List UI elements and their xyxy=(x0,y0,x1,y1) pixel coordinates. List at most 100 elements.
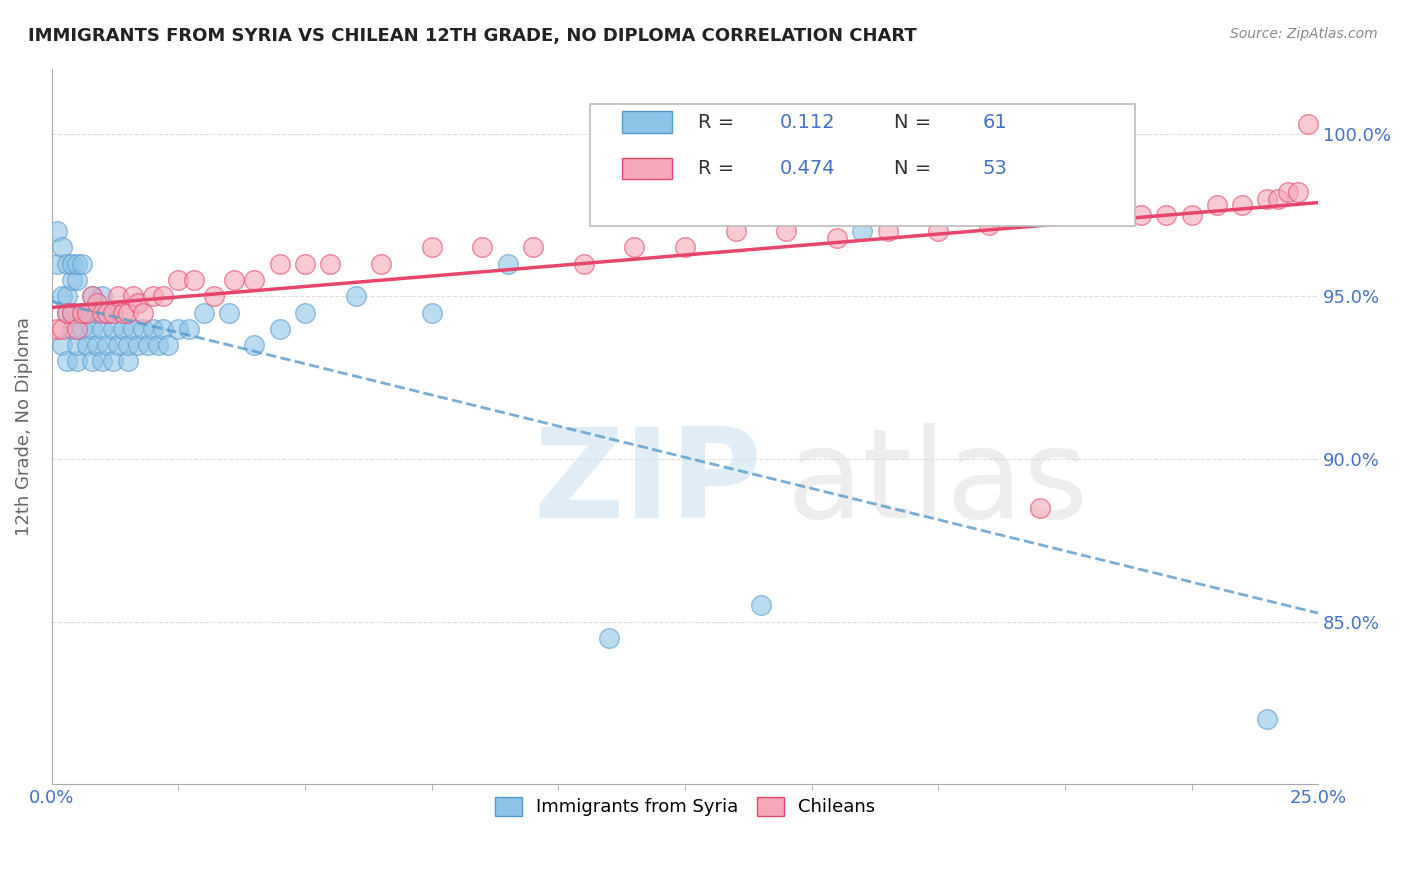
Point xyxy=(572,257,595,271)
Point xyxy=(825,231,848,245)
Bar xyxy=(621,158,672,179)
Point xyxy=(1230,198,1253,212)
Point xyxy=(56,354,79,368)
Text: 0.474: 0.474 xyxy=(780,160,835,178)
Point xyxy=(66,257,89,271)
Text: 0.112: 0.112 xyxy=(780,112,835,132)
Point xyxy=(1205,198,1227,212)
Point xyxy=(420,305,443,319)
Point xyxy=(132,305,155,319)
Point xyxy=(101,322,124,336)
Point xyxy=(243,338,266,352)
Text: 53: 53 xyxy=(983,160,1008,178)
Point xyxy=(243,273,266,287)
Point xyxy=(60,305,83,319)
Text: IMMIGRANTS FROM SYRIA VS CHILEAN 12TH GRADE, NO DIPLOMA CORRELATION CHART: IMMIGRANTS FROM SYRIA VS CHILEAN 12TH GR… xyxy=(28,27,917,45)
Point xyxy=(522,240,544,254)
Point xyxy=(82,322,104,336)
Point xyxy=(107,289,129,303)
Point xyxy=(56,305,79,319)
Point xyxy=(927,224,949,238)
Point xyxy=(56,305,79,319)
Point xyxy=(96,305,118,319)
Point xyxy=(136,338,159,352)
Point xyxy=(851,224,873,238)
Point xyxy=(117,354,139,368)
Point xyxy=(1256,192,1278,206)
Point xyxy=(51,338,73,352)
Point xyxy=(471,240,494,254)
Point xyxy=(146,338,169,352)
Point xyxy=(420,240,443,254)
Point xyxy=(70,322,93,336)
Point xyxy=(96,338,118,352)
Point xyxy=(45,224,67,238)
Point xyxy=(111,305,134,319)
Point xyxy=(45,322,67,336)
Point xyxy=(86,295,108,310)
Point xyxy=(167,273,190,287)
Point xyxy=(66,305,89,319)
Point xyxy=(157,338,180,352)
Point xyxy=(127,338,149,352)
Point xyxy=(749,599,772,613)
Point xyxy=(70,305,93,319)
Point xyxy=(121,289,143,303)
Point xyxy=(111,322,134,336)
Point xyxy=(117,338,139,352)
Point xyxy=(152,289,174,303)
Point xyxy=(70,257,93,271)
Text: R =: R = xyxy=(697,160,740,178)
Point xyxy=(152,322,174,336)
Point xyxy=(91,354,114,368)
Point xyxy=(218,305,240,319)
Point xyxy=(82,354,104,368)
Point xyxy=(76,338,98,352)
Point xyxy=(91,289,114,303)
Point xyxy=(724,224,747,238)
Point xyxy=(177,322,200,336)
Point xyxy=(60,322,83,336)
Bar xyxy=(621,112,672,133)
Point xyxy=(117,305,139,319)
Point xyxy=(101,305,124,319)
Point xyxy=(496,257,519,271)
Point xyxy=(1154,208,1177,222)
Point xyxy=(96,305,118,319)
Point xyxy=(121,322,143,336)
Point xyxy=(142,289,165,303)
Text: Source: ZipAtlas.com: Source: ZipAtlas.com xyxy=(1230,27,1378,41)
Point xyxy=(1296,117,1319,131)
Point xyxy=(82,289,104,303)
Point xyxy=(183,273,205,287)
Point xyxy=(598,631,620,645)
Point xyxy=(107,338,129,352)
Text: N =: N = xyxy=(894,112,938,132)
Text: atlas: atlas xyxy=(786,423,1088,544)
Point xyxy=(1078,208,1101,222)
Point xyxy=(66,322,89,336)
Point xyxy=(876,224,898,238)
Point xyxy=(45,257,67,271)
Point xyxy=(60,273,83,287)
Point xyxy=(344,289,367,303)
Point xyxy=(82,289,104,303)
Text: R =: R = xyxy=(697,112,740,132)
Point xyxy=(56,257,79,271)
Text: ZIP: ZIP xyxy=(533,423,762,544)
Point xyxy=(1180,208,1202,222)
Text: N =: N = xyxy=(894,160,938,178)
Point xyxy=(319,257,342,271)
Point xyxy=(132,322,155,336)
Point xyxy=(76,305,98,319)
Legend: Immigrants from Syria, Chileans: Immigrants from Syria, Chileans xyxy=(485,789,884,825)
Point xyxy=(91,322,114,336)
Point xyxy=(1277,185,1299,199)
Point xyxy=(142,322,165,336)
Point xyxy=(673,240,696,254)
Point xyxy=(70,305,93,319)
Point xyxy=(623,240,645,254)
Point xyxy=(224,273,246,287)
Point xyxy=(370,257,392,271)
Point xyxy=(51,289,73,303)
